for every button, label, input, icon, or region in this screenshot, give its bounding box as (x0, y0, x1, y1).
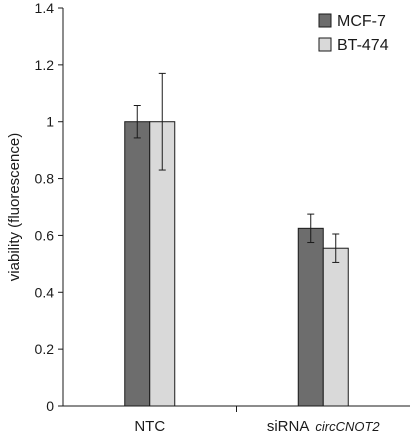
x-category-text: NTC (134, 418, 165, 435)
bar-mcf-7 (124, 121, 151, 407)
y-tick-label: 1.4 (35, 0, 55, 16)
y-tick-label: 0.4 (35, 284, 55, 300)
x-category-italic-text: circCNOT2 (315, 419, 380, 434)
bar-mcf-7 (297, 227, 324, 407)
y-tick-label: 0.6 (35, 227, 55, 243)
bars (124, 121, 349, 407)
x-category-text: siRNA (267, 418, 310, 435)
x-category-label: NTC (134, 418, 165, 435)
x-category-label: siRNA circCNOT2 (267, 418, 381, 435)
legend-label: BT-474 (337, 37, 389, 54)
y-tick-label: 1 (46, 114, 54, 130)
legend: MCF-7 BT-474 (318, 13, 389, 54)
bar-bt-474 (322, 247, 349, 407)
error-bars (133, 72, 340, 263)
y-tick-label: 0.8 (35, 171, 55, 187)
y-ticks: 0 0.2 0.4 0.6 0.8 1 1.2 1.4 (35, 0, 63, 414)
y-tick-label: 0 (46, 398, 54, 414)
y-axis-label: viability (fluorescence) (6, 133, 23, 281)
legend-label: MCF-7 (337, 13, 386, 30)
y-axis: 0 0.2 0.4 0.6 0.8 1 1.2 1.4 viability (fluoresc… (6, 0, 64, 414)
y-tick-label: 1.2 (35, 57, 55, 73)
x-ticks: NTC siRNA circCNOT2 (134, 406, 380, 435)
legend-swatch (318, 13, 332, 28)
x-axis: NTC siRNA circCNOT2 (63, 405, 410, 435)
legend-swatch (318, 37, 332, 52)
y-tick-label: 0.2 (35, 341, 55, 357)
